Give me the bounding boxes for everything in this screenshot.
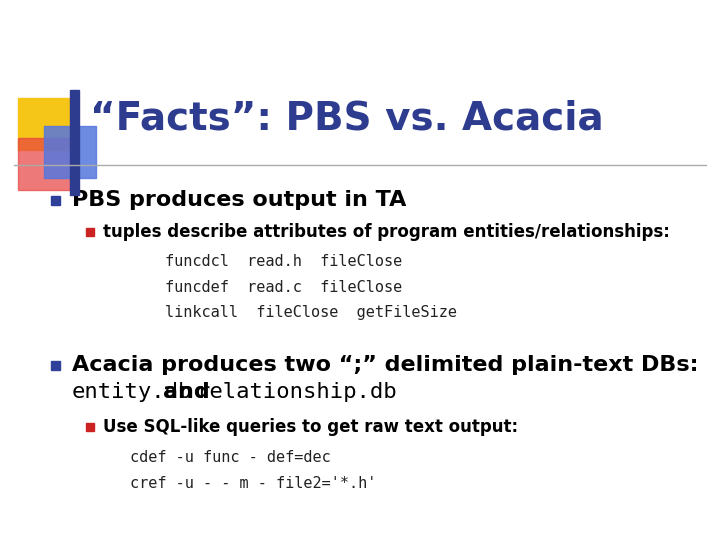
Text: funcdcl  read.h  fileClose: funcdcl read.h fileClose: [165, 254, 402, 269]
Bar: [70, 90, 79, 195]
Bar: [86, 423, 94, 431]
Text: relationship.db: relationship.db: [196, 382, 397, 402]
Bar: [18, 98, 70, 150]
Bar: [18, 138, 70, 190]
Bar: [50, 361, 60, 369]
Text: linkcall  fileClose  getFileSize: linkcall fileClose getFileSize: [165, 305, 457, 320]
Text: Use SQL-like queries to get raw text output:: Use SQL-like queries to get raw text out…: [103, 418, 518, 436]
Bar: [50, 195, 60, 205]
Bar: [44, 126, 96, 178]
Text: PBS produces output in TA: PBS produces output in TA: [72, 190, 406, 210]
Bar: [86, 228, 94, 236]
Text: and: and: [163, 382, 210, 402]
Text: cdef -u func - def=dec: cdef -u func - def=dec: [130, 449, 330, 464]
Text: cref -u - - m - file2='*.h': cref -u - - m - file2='*.h': [130, 476, 377, 491]
Text: entity.db: entity.db: [72, 382, 192, 402]
Text: funcdef  read.c  fileClose: funcdef read.c fileClose: [165, 280, 402, 294]
Text: “Facts”: PBS vs. Acacia: “Facts”: PBS vs. Acacia: [90, 99, 603, 137]
Text: Acacia produces two “;” delimited plain-text DBs:: Acacia produces two “;” delimited plain-…: [72, 355, 698, 375]
Text: tuples describe attributes of program entities/relationships:: tuples describe attributes of program en…: [103, 223, 670, 241]
